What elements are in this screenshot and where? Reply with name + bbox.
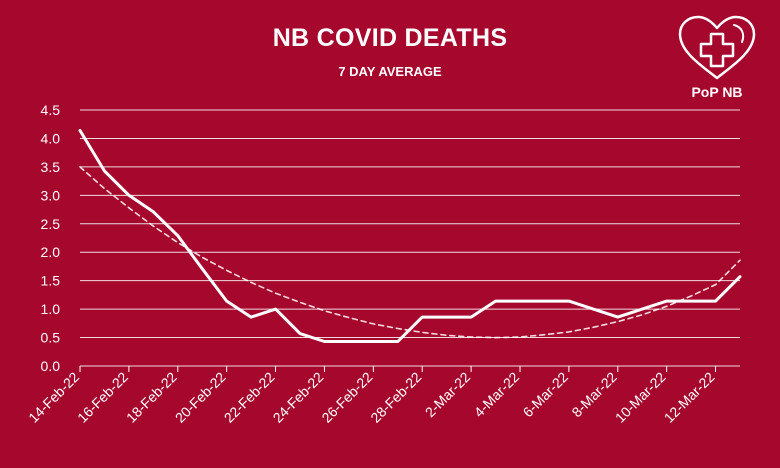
heart-cross-icon [678,15,756,80]
y-tick-label: 1.5 [41,273,61,289]
x-tick-label: 14-Feb-22 [25,369,82,426]
y-tick-label: 1.0 [41,301,61,317]
x-tick-label: 24-Feb-22 [270,369,327,426]
y-tick-label: 3.5 [41,159,61,175]
y-tick-label: 4.5 [41,102,61,118]
x-tick-label: 10-Mar-22 [612,369,669,426]
x-tick-label: 4-Mar-22 [471,369,523,421]
chart-subtitle: 7 DAY AVERAGE [338,64,442,79]
x-tick-label: 20-Feb-22 [172,369,229,426]
series-line [78,129,742,343]
x-tick-label: 26-Feb-22 [318,369,375,426]
x-tick-label: 16-Feb-22 [74,369,131,426]
y-tick-label: 2.0 [41,244,61,260]
logo-text: PoP NB [691,84,743,100]
x-tick-label: 22-Feb-22 [221,369,278,426]
logo: PoP NB [672,12,762,108]
y-tick-label: 0.0 [41,358,61,374]
x-tick-label: 2-Mar-22 [422,369,474,421]
x-tick-label: 6-Mar-22 [520,369,572,421]
x-tick-label: 28-Feb-22 [367,369,424,426]
x-tick-label: 12-Mar-22 [661,369,718,426]
chart-title: NB COVID DEATHS [272,24,508,52]
x-tick-label: 8-Mar-22 [568,369,620,421]
y-tick-label: 4.0 [41,130,61,146]
y-tick-label: 2.5 [41,216,61,232]
y-tick-label: 0.5 [41,330,61,346]
trend-line [79,166,741,339]
y-tick-label: 3.0 [41,187,61,203]
x-tick-label: 18-Feb-22 [123,369,180,426]
